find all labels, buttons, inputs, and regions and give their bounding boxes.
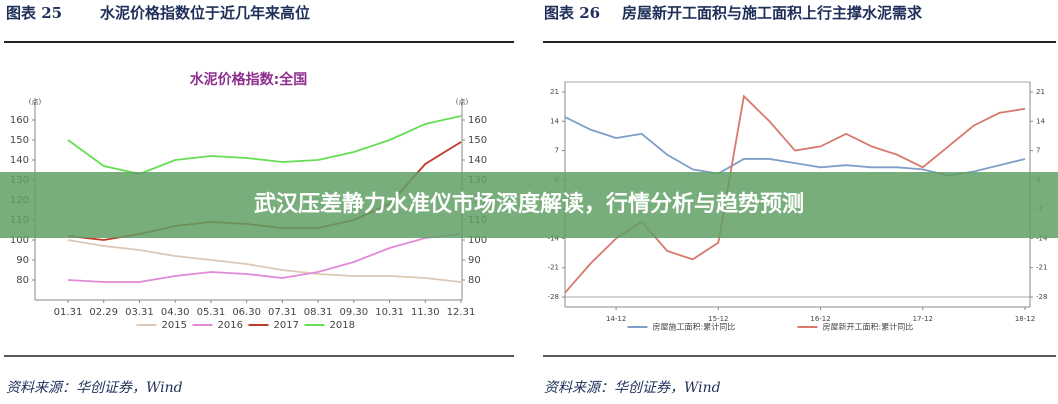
- series-line: [67, 239, 462, 283]
- x-tick-label: 17-12: [913, 315, 933, 323]
- x-tick-label: 09.30: [339, 307, 368, 318]
- y2-tick-label: -14: [1036, 234, 1048, 242]
- y-tick-label: 160: [10, 115, 29, 126]
- y2-tick-label: 21: [1036, 88, 1045, 96]
- chart-title: 水泥价格指数:全国: [190, 71, 308, 88]
- x-tick-label: 07.31: [268, 307, 297, 318]
- series-line: [67, 115, 462, 175]
- caption: 图表 25: [6, 4, 62, 22]
- x-tick-label: 04.30: [161, 307, 190, 318]
- y-tick-label: 7: [555, 147, 559, 155]
- x-tick-label: 10.31: [375, 307, 404, 318]
- x-tick-label: 05.31: [197, 307, 226, 318]
- y2-tick-label: -21: [1036, 264, 1047, 272]
- y2-tick-label: 7: [1036, 147, 1040, 155]
- x-tick-label: 12.31: [447, 307, 476, 318]
- x-tick-label: 08.31: [304, 307, 333, 318]
- y2-tick-label: 100: [468, 235, 487, 246]
- x-tick-label: 11.30: [411, 307, 440, 318]
- y-tick-label: -28: [548, 293, 559, 301]
- y-tick-label: 140: [10, 155, 29, 166]
- y-tick-label: 14: [550, 117, 559, 125]
- legend-label: 2018: [330, 320, 355, 331]
- y-tick-label: 21: [550, 88, 559, 96]
- y2-tick-label: 150: [468, 135, 487, 146]
- y-tick-label: -14: [548, 234, 560, 242]
- series-line: [67, 233, 462, 283]
- banner: 武汉压差静力水准仪市场深度解读，行情分析与趋势预测: [254, 191, 804, 217]
- y2-tick-label: -28: [1036, 293, 1047, 301]
- source: 资料来源：华创证券，Wind: [6, 380, 183, 396]
- legend-label: 2015: [162, 320, 187, 331]
- legend-label: 房屋施工面积:累计同比: [653, 322, 736, 332]
- y2-tick-label: 80: [468, 275, 481, 286]
- y2-tick-label: 90: [468, 255, 481, 266]
- y-tick-label: 100: [10, 235, 29, 246]
- legend-label: 2016: [218, 320, 243, 331]
- heading: 水泥价格指数位于近几年来高位: [100, 4, 310, 22]
- x-tick-label: 06.30: [232, 307, 261, 318]
- y-tick-label: -21: [548, 264, 559, 272]
- y2-tick-label: 160: [468, 115, 487, 126]
- y-tick-label: 90: [16, 255, 29, 266]
- y-tick-label: 150: [10, 135, 29, 146]
- x-tick-label: 02.29: [89, 307, 118, 318]
- source: 资料来源：华创证券，Wind: [544, 380, 721, 396]
- caption: 图表 26: [544, 4, 600, 22]
- legend-label: 2017: [274, 320, 299, 331]
- x-tick-label: 18-12: [1015, 315, 1035, 323]
- y2-tick-label: 140: [468, 155, 487, 166]
- y2-tick-label: 14: [1036, 117, 1045, 125]
- x-tick-label: 14-12: [606, 315, 626, 323]
- legend-label: 房屋新开工面积:累计同比: [823, 322, 914, 332]
- x-tick-label: 01.31: [54, 307, 83, 318]
- banner-bg: [0, 172, 1058, 238]
- x-tick-label: 03.31: [125, 307, 154, 318]
- y-tick-label: 80: [16, 275, 29, 286]
- series-line: [564, 116, 1026, 177]
- x-tick-label: 15-12: [708, 315, 728, 323]
- heading: 房屋新开工面积与施工面积上行主撑水泥需求: [622, 4, 923, 22]
- x-tick-label: 16-12: [810, 315, 830, 323]
